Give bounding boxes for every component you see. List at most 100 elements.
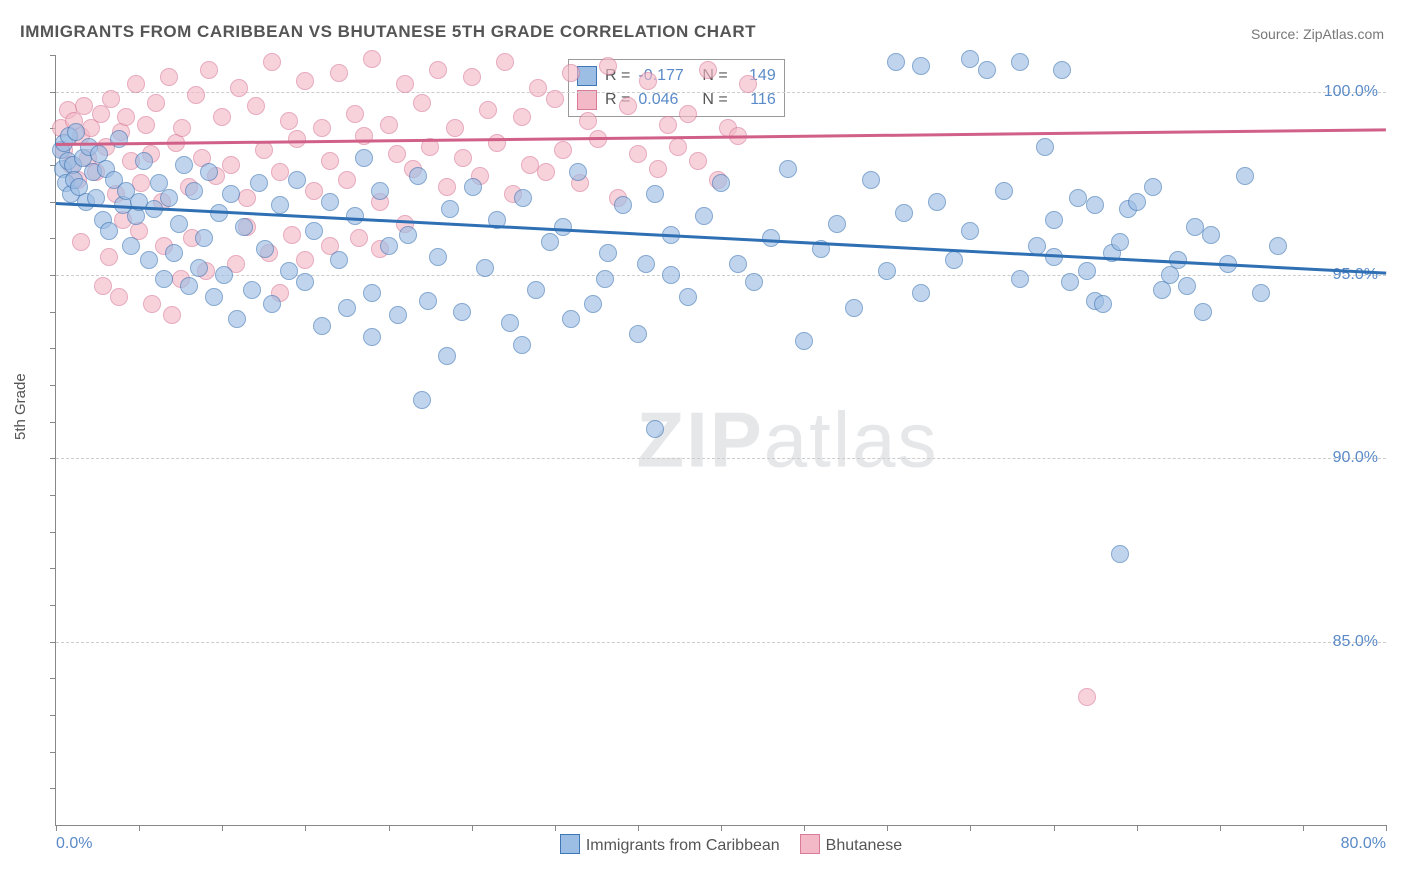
data-point [599, 57, 617, 75]
data-point [283, 226, 301, 244]
data-point [338, 299, 356, 317]
x-tick [555, 825, 556, 831]
x-min-label: 0.0% [56, 835, 92, 853]
data-point [1128, 193, 1146, 211]
data-point [399, 226, 417, 244]
data-point [546, 90, 564, 108]
data-point [629, 145, 647, 163]
data-point [271, 196, 289, 214]
data-point [200, 163, 218, 181]
data-point [429, 248, 447, 266]
data-point [1153, 281, 1171, 299]
data-point [363, 284, 381, 302]
legend-swatch [577, 90, 597, 110]
data-point [669, 138, 687, 156]
data-point [338, 171, 356, 189]
x-tick [1386, 825, 1387, 831]
data-point [94, 277, 112, 295]
data-point [729, 255, 747, 273]
x-tick [139, 825, 140, 831]
data-point [263, 53, 281, 71]
data-point [228, 310, 246, 328]
data-point [537, 163, 555, 181]
grid-line [56, 642, 1386, 643]
data-point [175, 156, 193, 174]
watermark-part2: atlas [764, 396, 939, 484]
data-point [637, 255, 655, 273]
legend-swatch [800, 834, 820, 854]
data-point [160, 68, 178, 86]
data-point [501, 314, 519, 332]
y-tick [50, 275, 56, 276]
data-point [513, 108, 531, 126]
data-point [100, 248, 118, 266]
x-tick [1054, 825, 1055, 831]
data-point [1045, 211, 1063, 229]
data-point [110, 130, 128, 148]
x-tick [222, 825, 223, 831]
data-point [330, 251, 348, 269]
data-point [649, 160, 667, 178]
data-point [296, 273, 314, 291]
data-point [476, 259, 494, 277]
source-attribution: Source: ZipAtlas.com [1251, 26, 1384, 42]
data-point [562, 310, 580, 328]
data-point [739, 75, 757, 93]
data-point [230, 79, 248, 97]
data-point [247, 97, 265, 115]
data-point [389, 306, 407, 324]
data-point [205, 288, 223, 306]
data-point [187, 86, 205, 104]
data-point [496, 53, 514, 71]
legend-series-label: Bhutanese [826, 837, 903, 854]
y-axis-label: 5th Grade [12, 373, 29, 440]
n-label: N = [702, 91, 727, 109]
data-point [745, 273, 763, 291]
data-point [1202, 226, 1220, 244]
data-point [321, 193, 339, 211]
x-tick [638, 825, 639, 831]
data-point [1269, 237, 1287, 255]
data-point [137, 116, 155, 134]
data-point [305, 222, 323, 240]
data-point [429, 61, 447, 79]
x-tick [56, 825, 57, 831]
data-point [1144, 178, 1162, 196]
data-point [1194, 303, 1212, 321]
data-point [222, 156, 240, 174]
data-point [1053, 61, 1071, 79]
n-value: 116 [736, 91, 776, 109]
data-point [828, 215, 846, 233]
data-point [679, 105, 697, 123]
legend-swatch [560, 834, 580, 854]
data-point [779, 160, 797, 178]
data-point [862, 171, 880, 189]
data-point [195, 229, 213, 247]
data-point [584, 295, 602, 313]
data-point [689, 152, 707, 170]
data-point [695, 207, 713, 225]
data-point [1028, 237, 1046, 255]
y-tick [50, 788, 56, 789]
data-point [215, 266, 233, 284]
grid-line [56, 92, 1386, 93]
data-point [100, 222, 118, 240]
data-point [845, 299, 863, 317]
scatter-plot-area: ZIPatlas R =-0.177N =149R =0.046N =116 I… [55, 55, 1386, 826]
data-point [180, 277, 198, 295]
y-tick [50, 312, 56, 313]
y-tick [50, 92, 56, 93]
data-point [479, 101, 497, 119]
data-point [1252, 284, 1270, 302]
data-point [140, 251, 158, 269]
y-tick-label: 90.0% [1333, 449, 1378, 467]
data-point [346, 207, 364, 225]
data-point [529, 79, 547, 97]
data-point [250, 174, 268, 192]
data-point [1061, 273, 1079, 291]
data-point [200, 61, 218, 79]
watermark: ZIPatlas [636, 395, 938, 486]
data-point [213, 108, 231, 126]
x-tick [389, 825, 390, 831]
data-point [173, 119, 191, 137]
